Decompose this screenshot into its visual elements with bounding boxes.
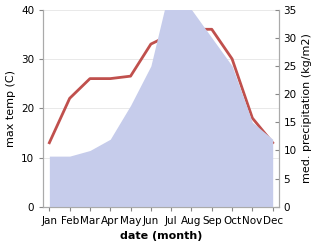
Y-axis label: med. precipitation (kg/m2): med. precipitation (kg/m2) — [302, 33, 313, 183]
X-axis label: date (month): date (month) — [120, 231, 202, 242]
Y-axis label: max temp (C): max temp (C) — [5, 70, 16, 147]
